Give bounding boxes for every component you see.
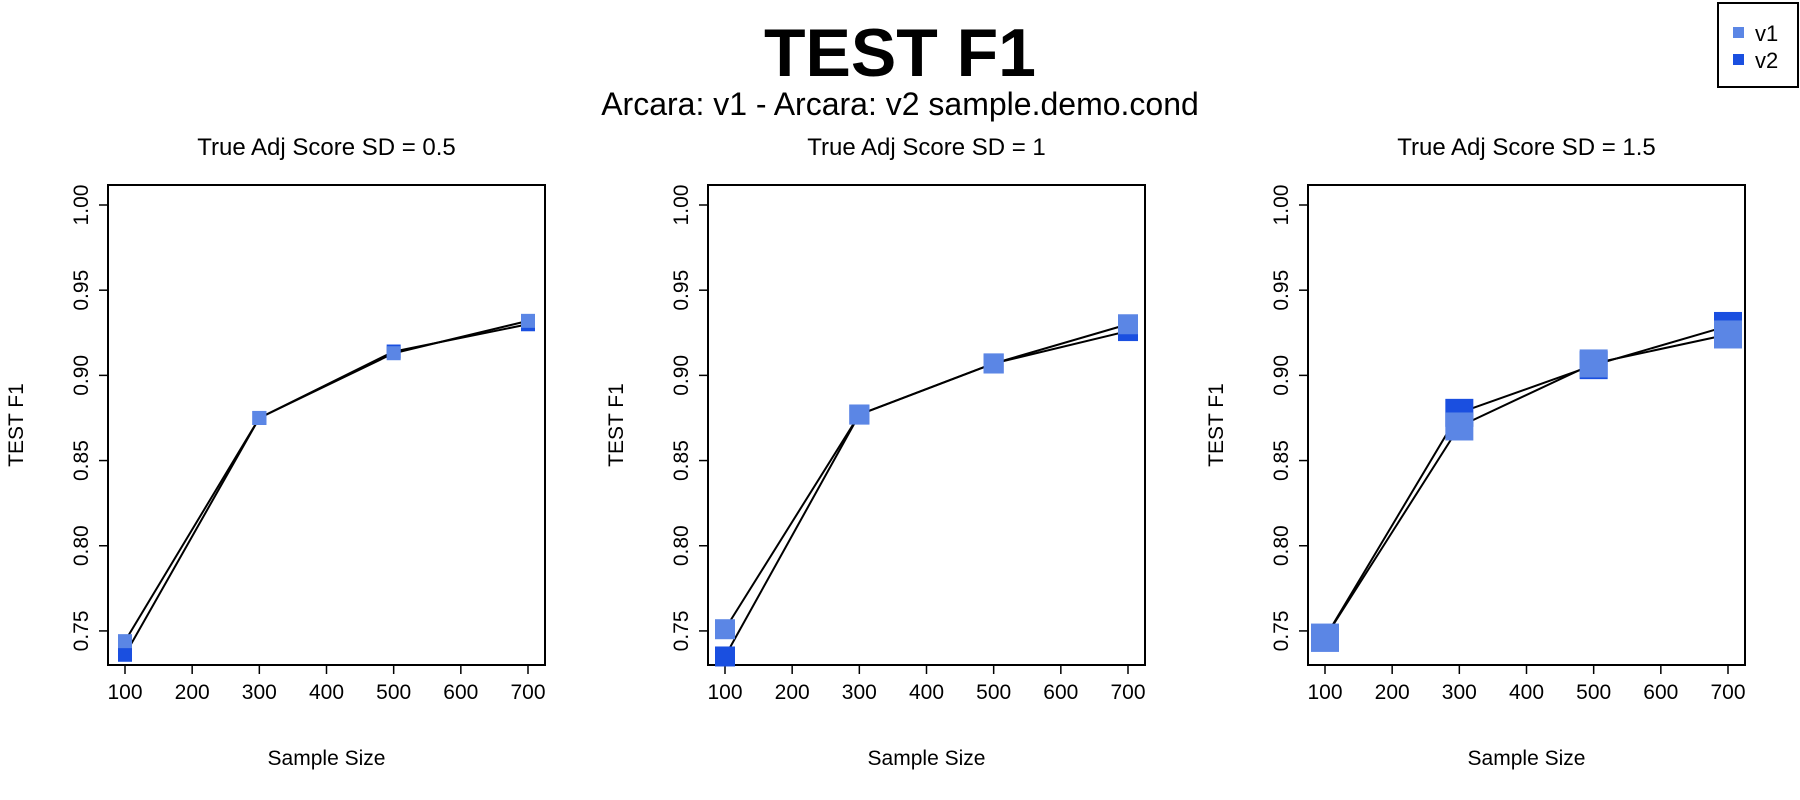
y-tick-label: 0.95 xyxy=(70,270,93,311)
x-axis-label: Sample Size xyxy=(868,747,986,770)
x-tick-label: 600 xyxy=(1043,681,1078,704)
y-tick-label: 1.00 xyxy=(1270,185,1293,226)
y-tick-label: 0.80 xyxy=(70,525,93,566)
data-point-v1 xyxy=(521,313,535,328)
series-line-v2 xyxy=(124,323,529,656)
x-tick-label: 300 xyxy=(842,681,877,704)
x-tick-label: 100 xyxy=(107,681,142,704)
x-tick-label: 100 xyxy=(707,681,742,704)
y-tick-label: 0.85 xyxy=(1270,440,1293,481)
data-point-v1 xyxy=(1714,320,1742,349)
y-axis-label: TEST F1 xyxy=(605,383,628,467)
x-tick-label: 700 xyxy=(1710,681,1745,704)
y-tick-label: 1.00 xyxy=(670,185,693,226)
data-point-v2 xyxy=(715,646,735,667)
data-point-v2 xyxy=(118,647,132,662)
y-tick-label: 0.90 xyxy=(70,355,93,396)
legend-box xyxy=(1717,2,1799,88)
data-point-v1 xyxy=(386,346,401,361)
y-axis-label: TEST F1 xyxy=(1205,383,1228,467)
figure-subtitle: Arcara: v1 - Arcara: v2 sample.demo.cond xyxy=(601,86,1199,122)
x-tick-label: 200 xyxy=(1375,681,1410,704)
x-tick-label: 200 xyxy=(775,681,810,704)
x-tick-label: 500 xyxy=(1576,681,1611,704)
data-point-v1 xyxy=(715,619,735,640)
legend-label-v2: v2 xyxy=(1755,48,1778,73)
panel-title: True Adj Score SD = 1 xyxy=(807,134,1046,161)
chart-panel: True Adj Score SD = 1.5 100 200 300 400 500 60… xyxy=(1205,134,1746,770)
x-tick-label: 600 xyxy=(1643,681,1678,704)
x-tick-label: 700 xyxy=(1110,681,1145,704)
data-point-v1 xyxy=(1579,349,1608,378)
figure-title: TEST F1 xyxy=(764,15,1036,91)
x-tick-label: 300 xyxy=(1442,681,1477,704)
legend: v1 v2 xyxy=(1717,2,1799,88)
x-tick-label: 300 xyxy=(242,681,277,704)
series-line-v2 xyxy=(1324,325,1729,639)
x-tick-label: 500 xyxy=(976,681,1011,704)
plot-frame xyxy=(707,184,1146,666)
series-line-v1 xyxy=(1324,333,1729,639)
data-point-v1 xyxy=(118,634,132,649)
x-tick-label: 100 xyxy=(1307,681,1342,704)
legend-marker-v1 xyxy=(1733,27,1744,38)
panel-title: True Adj Score SD = 0.5 xyxy=(197,134,456,161)
y-tick-label: 0.75 xyxy=(670,610,693,651)
x-tick-label: 700 xyxy=(510,681,545,704)
y-tick-label: 1.00 xyxy=(70,185,93,226)
y-tick-label: 0.85 xyxy=(70,440,93,481)
y-tick-label: 0.75 xyxy=(1270,610,1293,651)
y-tick-label: 0.90 xyxy=(1270,355,1293,396)
x-tick-label: 400 xyxy=(1509,681,1544,704)
chart-panel: True Adj Score SD = 0.5 100 200 300 400 500 60… xyxy=(5,134,546,770)
data-point-v1 xyxy=(252,410,267,425)
y-axis-label: TEST F1 xyxy=(5,383,28,467)
y-tick-label: 0.90 xyxy=(670,355,693,396)
panel-title: True Adj Score SD = 1.5 xyxy=(1397,134,1656,161)
y-tick-label: 0.95 xyxy=(1270,270,1293,311)
y-tick-label: 0.80 xyxy=(1270,525,1293,566)
y-tick-label: 0.75 xyxy=(70,610,93,651)
x-axis-label: Sample Size xyxy=(268,747,386,770)
data-point-v1 xyxy=(983,353,1004,374)
x-tick-label: 600 xyxy=(443,681,478,704)
series-line-v1 xyxy=(724,323,1129,630)
data-point-v1 xyxy=(1118,314,1138,335)
plot-frame xyxy=(107,184,546,666)
x-tick-label: 400 xyxy=(909,681,944,704)
data-point-v1 xyxy=(849,404,870,425)
y-tick-label: 0.95 xyxy=(670,270,693,311)
data-point-v1 xyxy=(1445,412,1474,441)
series-line-v1 xyxy=(124,319,529,642)
series-line-v2 xyxy=(724,330,1129,657)
x-axis-label: Sample Size xyxy=(1468,747,1586,770)
data-point-v1 xyxy=(1311,623,1339,652)
chart-panels: True Adj Score SD = 0.5 100 200 300 400 500 60… xyxy=(5,134,1746,770)
plot-frame xyxy=(1307,184,1746,666)
y-tick-label: 0.85 xyxy=(670,440,693,481)
legend-marker-v2 xyxy=(1733,54,1744,65)
x-tick-label: 200 xyxy=(175,681,210,704)
x-tick-label: 500 xyxy=(376,681,411,704)
x-tick-label: 400 xyxy=(309,681,344,704)
chart-panel: True Adj Score SD = 1 100 200 300 400 500 600 7… xyxy=(605,134,1146,770)
legend-label-v1: v1 xyxy=(1755,21,1778,46)
y-tick-label: 0.80 xyxy=(670,525,693,566)
